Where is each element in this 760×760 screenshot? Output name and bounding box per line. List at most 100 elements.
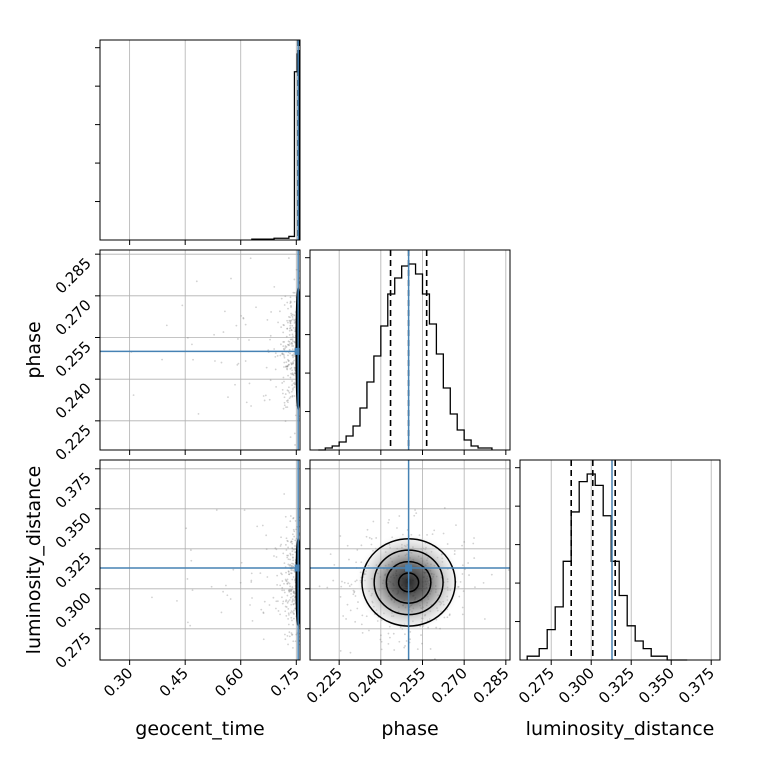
- sample-point: [289, 590, 292, 593]
- sample-point: [289, 436, 292, 439]
- sample-point: [248, 339, 250, 341]
- sample-point: [262, 638, 265, 641]
- sample-point: [283, 401, 286, 404]
- sample-point: [294, 571, 296, 574]
- sample-point: [290, 319, 293, 322]
- sample-point: [291, 345, 293, 347]
- sample-point: [294, 547, 297, 550]
- y-tick-label: 0.350: [52, 509, 95, 552]
- sample-point: [293, 592, 296, 595]
- sample-point: [289, 326, 292, 329]
- sample-point: [287, 354, 289, 357]
- sample-point: [293, 341, 296, 344]
- sample-point: [287, 340, 290, 343]
- panel-frame: [99, 39, 301, 241]
- sample-point: [286, 365, 288, 368]
- sample-point: [266, 576, 269, 578]
- sample-point: [291, 338, 294, 341]
- sample-point: [281, 596, 283, 599]
- sample-point: [285, 606, 288, 608]
- sample-point: [255, 306, 257, 309]
- sample-point: [281, 382, 284, 384]
- sample-point: [281, 589, 284, 592]
- sample-point: [293, 613, 295, 615]
- sample-point: [190, 559, 193, 562]
- sample-point: [349, 651, 352, 654]
- sample-point: [292, 362, 294, 364]
- sample-point: [293, 300, 296, 303]
- sample-point: [272, 596, 275, 599]
- sample-point: [279, 354, 282, 357]
- sample-point: [282, 331, 285, 334]
- sample-point: [286, 364, 289, 367]
- sample-point: [294, 551, 297, 554]
- sample-point: [242, 317, 245, 320]
- sample-point: [287, 618, 290, 620]
- sample-point: [292, 612, 295, 615]
- sample-point: [293, 432, 296, 435]
- panel-frame: [99, 249, 301, 451]
- sample-point: [286, 578, 289, 581]
- truth-marker: [294, 347, 300, 355]
- sample-point: [285, 580, 288, 583]
- sample-point: [291, 533, 294, 536]
- sample-point: [289, 296, 292, 299]
- sample-point: [348, 585, 351, 587]
- sample-point: [464, 568, 466, 571]
- sample-point: [192, 358, 194, 361]
- sample-point: [290, 572, 293, 575]
- sample-point: [276, 600, 279, 603]
- sample-point: [229, 598, 232, 600]
- sample-point: [301, 642, 303, 644]
- sample-point: [289, 300, 292, 303]
- sample-point: [282, 600, 285, 603]
- sample-point: [275, 600, 278, 603]
- sample-point: [290, 301, 292, 304]
- sample-point: [288, 635, 291, 638]
- sample-point: [276, 354, 279, 357]
- sample-point: [288, 614, 290, 616]
- sample-point: [288, 348, 291, 351]
- sample-point: [472, 542, 475, 545]
- sample-point: [284, 406, 287, 409]
- sample-point: [288, 590, 291, 592]
- sample-point: [404, 633, 406, 636]
- sample-point: [439, 627, 441, 630]
- sample-point: [286, 406, 289, 409]
- sample-point: [235, 324, 238, 327]
- sample-point: [268, 398, 271, 401]
- sample-point: [288, 344, 291, 347]
- sample-point: [292, 646, 294, 649]
- sample-point: [292, 563, 295, 565]
- sample-point: [291, 565, 294, 567]
- sample-point: [286, 389, 289, 392]
- sample-point: [289, 352, 291, 355]
- sample-point: [387, 632, 390, 635]
- hist-panel-geocent-time: [95, 39, 301, 245]
- sample-point: [291, 354, 294, 357]
- sample-point: [250, 579, 253, 582]
- sample-point: [290, 363, 293, 365]
- sample-point: [357, 601, 359, 603]
- sample-point: [276, 583, 279, 586]
- sample-point: [291, 633, 293, 636]
- sample-point: [288, 329, 291, 332]
- sample-point: [290, 603, 293, 606]
- sample-point: [292, 611, 294, 614]
- sample-point: [259, 572, 262, 575]
- sample-point: [270, 311, 273, 313]
- sample-point: [347, 582, 350, 585]
- sample-point: [294, 607, 297, 610]
- sample-point: [283, 396, 286, 399]
- sample-point: [280, 297, 283, 300]
- sample-point: [256, 525, 259, 528]
- sample-point: [282, 341, 285, 343]
- sample-point: [286, 365, 289, 368]
- sample-point: [289, 320, 292, 323]
- sample-point: [240, 561, 243, 564]
- sample-point: [285, 571, 287, 574]
- sample-point: [370, 537, 373, 540]
- sample-point: [262, 395, 265, 397]
- sample-point: [348, 558, 350, 561]
